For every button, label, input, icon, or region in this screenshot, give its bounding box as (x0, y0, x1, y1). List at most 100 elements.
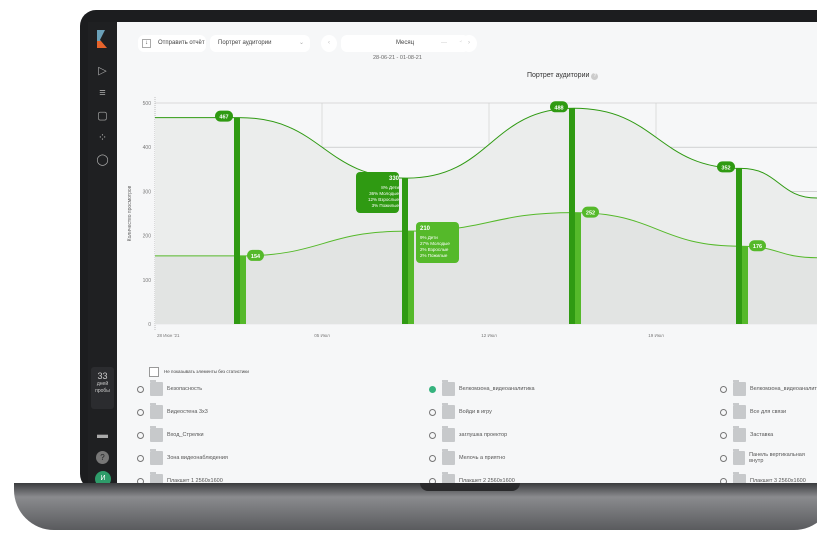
list-item[interactable]: Зона видеонаблюдения (137, 449, 228, 466)
document-icon[interactable]: ▢ (97, 110, 108, 122)
radio-button[interactable] (137, 385, 144, 393)
zoom-out-icon[interactable]: — (441, 40, 447, 46)
radio-button[interactable] (720, 408, 727, 416)
folder-icon (150, 426, 163, 442)
list-item[interactable]: Все для связи (720, 403, 787, 420)
trial-badge: 33 дней пробы (91, 367, 114, 409)
bar-lower (742, 246, 748, 324)
folder-icon (150, 380, 163, 396)
list-item[interactable]: Безопасность (137, 380, 202, 397)
radio-button[interactable] (137, 477, 144, 483)
list-item[interactable]: Панель вертикальная внутр (720, 449, 817, 466)
radio-button[interactable] (720, 454, 727, 462)
folder-icon (442, 426, 455, 442)
upper-series-line (154, 107, 817, 199)
upper-value-label: 467 (219, 115, 228, 121)
audience-chart: 0 100 200 300 400 500 28 Июн '21 05 Июл 12 Июл 19… (127, 97, 817, 338)
radio-button[interactable] (429, 477, 436, 483)
lower-value-label: 252 (586, 211, 595, 217)
prev-period-button[interactable]: ‹ (321, 35, 337, 52)
list-item[interactable]: Видеостена 3x3 (137, 403, 208, 420)
tooltip-line: 8% Дети (381, 185, 399, 190)
user-icon[interactable]: ◯ (96, 154, 109, 166)
radio-button[interactable] (720, 477, 727, 483)
list-item[interactable]: Вход_Стрелки (137, 426, 204, 443)
main-area: ↓ Отправить отчёт Портрет аудитории ⌄ ‹ … (117, 22, 817, 483)
list-item[interactable]: Плакшет 2 2560x1600 (429, 472, 515, 483)
filter-icon[interactable]: ≡ (99, 87, 106, 99)
radio-button[interactable] (137, 454, 144, 462)
item-label: Заставка (750, 432, 774, 438)
folder-icon (733, 426, 746, 442)
app-screen: ▷ ≡ ▢ ⁘ ◯ 33 дней пробы ▬ ? И ↓ Отправит… (88, 22, 817, 483)
folder-icon (150, 403, 163, 419)
hide-empty-checkbox[interactable] (149, 367, 159, 377)
list-item[interactable]: Войди в игру (429, 403, 492, 420)
list-item[interactable]: Плакшет 1 2560x1600 (137, 472, 223, 483)
y-tick-label: 500 (143, 101, 152, 107)
lower-value-label: 176 (753, 244, 762, 250)
radio-button[interactable] (429, 385, 436, 393)
folder-icon (442, 403, 455, 419)
radio-button[interactable] (720, 431, 727, 439)
list-item[interactable]: Заставка (720, 426, 774, 443)
y-tick-label: 200 (143, 234, 152, 240)
y-tick-label: 0 (148, 322, 151, 328)
help-icon[interactable]: ? (96, 451, 109, 464)
upper-value-badge (215, 110, 233, 122)
avatar[interactable]: И (95, 471, 111, 483)
list-item[interactable]: Велкомзона_видеоаналитика (720, 380, 817, 397)
x-tick-label: 19 Июл (648, 333, 664, 338)
item-label: Велкомзона_видеоаналитика (459, 386, 535, 392)
item-label: Все для связи (750, 409, 787, 415)
tooltip-value: 210 (420, 226, 431, 232)
y-tick-label: 300 (143, 189, 152, 195)
y-tick-label: 400 (143, 145, 152, 151)
chevron-down-icon: ⌄ (298, 40, 304, 46)
upper-value-badge (717, 161, 735, 173)
list-item[interactable]: Велкомзона_видеоаналитика (429, 380, 535, 397)
send-report-button[interactable]: ↓ Отправить отчёт (138, 35, 206, 52)
download-icon: ↓ (142, 39, 151, 48)
folder-icon (733, 403, 746, 419)
radio-button[interactable] (720, 385, 727, 393)
y-axis-label: Количество просмотров (127, 185, 133, 241)
radio-button[interactable] (429, 431, 436, 439)
folder-icon (442, 472, 455, 483)
radio-button[interactable] (137, 408, 144, 416)
list-item[interactable]: Плакшет 3 2560x1600 (720, 472, 806, 483)
radio-button[interactable] (429, 408, 436, 416)
monitor-icon[interactable]: ▬ (97, 429, 108, 441)
bar-upper (234, 117, 240, 324)
lower-value-badge (247, 249, 264, 261)
bar-upper (736, 168, 742, 324)
trial-days: 33 (97, 371, 108, 381)
y-tick-label: 100 (143, 278, 152, 284)
radio-button[interactable] (137, 431, 144, 439)
info-icon: ? (591, 73, 599, 80)
tooltip-line: 9% Дети (420, 235, 438, 240)
folder-icon (732, 449, 746, 465)
item-label: Плакшет 3 2560x1600 (750, 478, 806, 483)
folder-icon (442, 449, 455, 465)
report-type-select[interactable]: Портрет аудитории ⌄ (210, 35, 310, 52)
item-label: Войди в игру (459, 409, 492, 415)
next-period-button[interactable]: › (461, 35, 477, 52)
sidebar: ▷ ≡ ▢ ⁘ ◯ 33 дней пробы ▬ ? И (88, 22, 117, 483)
play-icon[interactable]: ▷ (98, 65, 107, 77)
item-label: Плакшет 1 2560x1600 (167, 478, 223, 483)
tooltip-line: 2% Взрослые (420, 247, 449, 252)
tooltip-box (416, 222, 459, 263)
upper-value-badge (550, 101, 568, 113)
list-item[interactable]: заглушка проектор (429, 426, 508, 443)
item-label: заглушка проектор (459, 432, 508, 438)
item-label: Вход_Стрелки (167, 432, 204, 438)
laptop-notch (420, 483, 520, 491)
loader-icon[interactable]: ⁘ (97, 132, 108, 144)
bar-upper (402, 178, 408, 324)
radio-button[interactable] (429, 454, 436, 462)
tooltip-box (356, 172, 399, 213)
bar-lower (408, 231, 414, 324)
lower-value-badge (582, 206, 599, 218)
list-item[interactable]: Мелочь а приятно (429, 449, 505, 466)
